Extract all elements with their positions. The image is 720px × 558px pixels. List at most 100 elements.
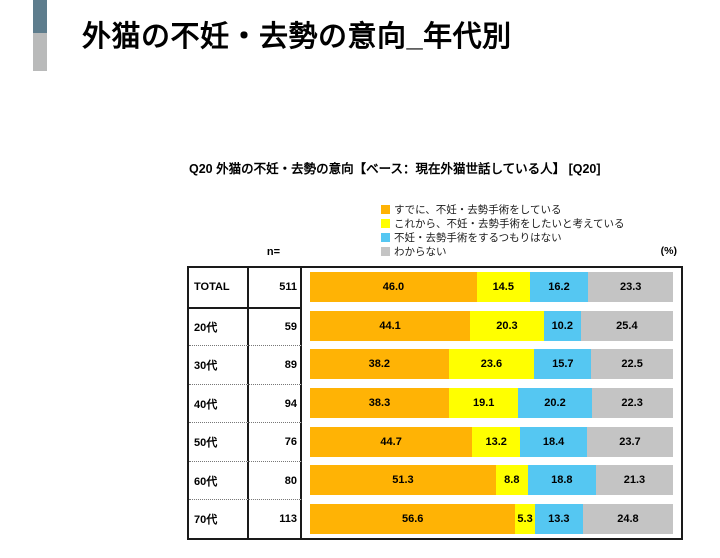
category-cell: 50代 [189, 422, 249, 461]
bar-value-label: 10.2 [551, 319, 573, 332]
chart-table: TOTAL 511 46.0 14.5 16.2 23.3 20代 59 44.1 20.3 10.… [187, 266, 683, 540]
bar-value-label: 51.3 [392, 474, 414, 487]
bar-value-label: 14.5 [492, 281, 514, 294]
bar-segment: 18.4 [520, 426, 587, 457]
bar-cell: 38.3 19.1 20.2 22.3 [302, 384, 681, 423]
n-value-cell: 94 [249, 383, 302, 423]
table-row: 20代 59 44.1 20.3 10.2 25.4 [189, 306, 681, 346]
bar-segment: 10.2 [543, 310, 581, 341]
bar-value-label: 44.7 [380, 435, 402, 448]
bar-value-label: 16.2 [548, 281, 570, 294]
accent-bar-bottom-segment [33, 33, 47, 71]
bar-segment: 13.3 [534, 503, 583, 534]
bar-segment: 23.3 [588, 272, 673, 303]
bar-segment: 8.8 [495, 465, 528, 496]
bar-value-label: 5.3 [517, 512, 533, 525]
legend-label: すでに、不妊・去勢手術をしている [394, 203, 562, 216]
n-value-cell: 113 [249, 499, 302, 539]
n-value-cell: 59 [249, 306, 302, 346]
bar-segment: 14.5 [476, 272, 530, 303]
category-cell: TOTAL [189, 268, 249, 307]
bar-value-label: 23.7 [619, 435, 641, 448]
bar-value-label: 23.3 [619, 281, 642, 294]
bar-segment: 22.5 [591, 349, 673, 380]
bar-segment: 20.3 [470, 310, 544, 341]
bar-segment: 25.4 [580, 310, 673, 341]
bar-value-label: 56.6 [402, 512, 424, 525]
legend-swatch-icon [381, 232, 390, 242]
legend-swatch-icon [381, 246, 390, 256]
category-cell: 70代 [189, 499, 249, 539]
bar-cell: 38.2 23.6 15.7 22.5 [302, 345, 681, 384]
table-row: 30代 89 38.2 23.6 15.7 22.5 [189, 345, 681, 384]
n-value-cell: 80 [249, 460, 302, 500]
legend-swatch-icon [381, 218, 390, 228]
n-equals-label: n= [266, 246, 281, 258]
percent-unit-label: (%) [660, 245, 677, 257]
legend-swatch-icon [381, 204, 390, 214]
stacked-bar: 38.2 23.6 15.7 22.5 [310, 349, 673, 380]
stacked-bar: 46.0 14.5 16.2 23.3 [310, 272, 673, 303]
bar-cell: 56.6 5.3 13.3 24.8 [302, 499, 681, 538]
legend-item: 不妊・去勢手術をするつもりはない [381, 230, 624, 244]
bar-value-label: 13.2 [485, 435, 507, 448]
bar-value-label: 19.1 [472, 397, 495, 410]
bar-segment: 21.3 [595, 465, 673, 496]
chart-subtitle: Q20 外猫の不妊・去勢の意向【ベース：現在外猫世話している人】 [Q20] [189, 162, 601, 176]
legend-item: わからない [381, 244, 624, 258]
legend-item: すでに、不妊・去勢手術をしている [381, 202, 624, 216]
bar-segment: 44.7 [310, 426, 473, 457]
table-row: 40代 94 38.3 19.1 20.2 22.3 [189, 383, 681, 423]
bar-value-label: 38.2 [368, 358, 391, 371]
bar-value-label: 44.1 [379, 319, 401, 332]
accent-bar-top-segment [33, 0, 47, 33]
n-value-cell: 76 [249, 422, 302, 461]
bar-segment: 19.1 [449, 388, 519, 419]
bar-value-label: 13.3 [548, 512, 570, 525]
bar-segment: 51.3 [310, 465, 496, 496]
stacked-bar: 38.3 19.1 20.2 22.3 [310, 388, 673, 419]
stacked-bar: 51.3 8.8 18.8 21.3 [310, 465, 673, 496]
bar-value-label: 46.0 [382, 281, 405, 294]
legend-label: わからない [394, 245, 447, 258]
stacked-bar: 56.6 5.3 13.3 24.8 [310, 503, 673, 534]
bar-cell: 44.1 20.3 10.2 25.4 [302, 307, 681, 346]
table-row: TOTAL 511 46.0 14.5 16.2 23.3 [189, 268, 681, 307]
bar-value-label: 25.4 [616, 319, 638, 332]
page-title: 外猫の不妊・去勢の意向_年代別 [82, 21, 512, 53]
bar-segment: 18.8 [527, 465, 596, 496]
legend-label: これから、不妊・去勢手術をしたいと考えている [394, 217, 625, 230]
legend-item: これから、不妊・去勢手術をしたいと考えている [381, 216, 624, 230]
bar-value-label: 21.3 [623, 474, 646, 487]
category-cell: 40代 [189, 383, 249, 423]
table-row: 60代 80 51.3 8.8 18.8 21.3 [189, 460, 681, 500]
table-row: 70代 113 56.6 5.3 13.3 24.8 [189, 499, 681, 539]
bar-segment: 13.2 [472, 426, 521, 457]
title-accent-bar [33, 0, 47, 71]
chart-legend: すでに、不妊・去勢手術をしている これから、不妊・去勢手術をしたいと考えている 不妊… [381, 202, 624, 258]
n-value-cell: 511 [249, 268, 302, 307]
bar-segment: 44.1 [310, 310, 471, 341]
bar-segment: 38.2 [310, 349, 449, 380]
bar-value-label: 22.5 [621, 358, 643, 371]
bar-segment: 24.8 [582, 503, 673, 534]
bar-value-label: 38.3 [368, 397, 391, 410]
bar-cell: 46.0 14.5 16.2 23.3 [302, 268, 681, 307]
bar-segment: 22.3 [591, 388, 673, 419]
bar-segment: 15.7 [534, 349, 592, 380]
bar-value-label: 22.3 [621, 397, 643, 410]
bar-segment: 16.2 [529, 272, 589, 303]
bar-segment: 5.3 [515, 503, 535, 534]
bar-value-label: 20.3 [496, 319, 518, 332]
bar-segment: 23.6 [448, 349, 535, 380]
bar-cell: 51.3 8.8 18.8 21.3 [302, 461, 681, 500]
bar-value-label: 18.8 [551, 474, 573, 487]
bar-value-label: 20.2 [544, 397, 566, 410]
category-cell: 30代 [189, 345, 249, 384]
bar-cell: 44.7 13.2 18.4 23.7 [302, 422, 681, 461]
bar-segment: 56.6 [310, 503, 516, 534]
stacked-bar: 44.7 13.2 18.4 23.7 [310, 426, 673, 457]
table-row: 50代 76 44.7 13.2 18.4 23.7 [189, 422, 681, 461]
legend-label: 不妊・去勢手術をするつもりはない [394, 231, 562, 244]
